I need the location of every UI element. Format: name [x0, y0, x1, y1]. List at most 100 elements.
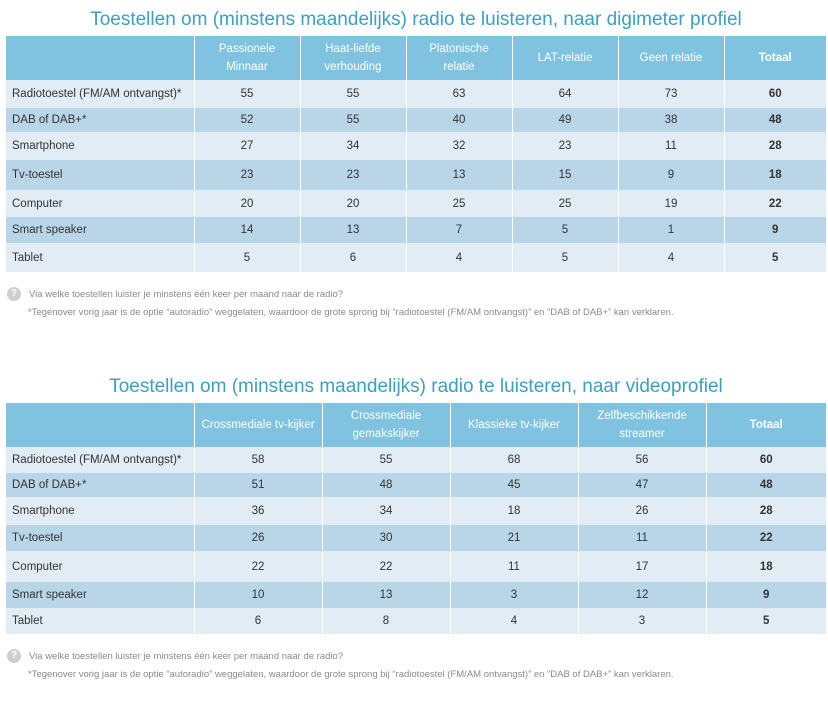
table-cell: 5 — [512, 243, 619, 272]
survey-question: Via welke toestellen luister je minstens… — [29, 650, 344, 662]
survey-question: Via welke toestellen luister je minstens… — [29, 288, 344, 300]
table-cell: 56 — [578, 447, 707, 473]
table-cell: 14 — [194, 217, 301, 243]
table-cell: 34 — [322, 497, 451, 525]
column-header — [6, 36, 195, 80]
table-cell: 9 — [618, 160, 725, 190]
table-cell: 4 — [618, 243, 725, 272]
digimeter-table: Passionele Minnaar Haat-liefde verhoudin… — [6, 36, 826, 272]
column-header: Haat-liefde verhouding — [300, 36, 407, 80]
table-cell: 5 — [512, 217, 619, 243]
row-label: Tv-toestel — [6, 160, 195, 190]
table-cell: 4 — [406, 243, 513, 272]
column-header: Totaal — [706, 403, 826, 447]
question-line: ? Via welke toestellen luister je minste… — [6, 647, 826, 665]
total-cell: 18 — [724, 160, 826, 190]
column-header: Crossmediale gemakskijker — [322, 403, 451, 447]
table-cell: 15 — [512, 160, 619, 190]
table-cell: 10 — [194, 582, 323, 608]
table-cell: 13 — [406, 160, 513, 190]
row-label: Radiotoestel (FM/AM ontvangst)* — [6, 80, 195, 108]
table-cell: 20 — [300, 190, 407, 217]
table-row: Computer 22 22 11 17 18 — [6, 551, 826, 582]
total-cell: 9 — [706, 582, 826, 608]
column-header: Platonische relatie — [406, 36, 513, 80]
column-header: Crossmediale tv-kijker — [194, 403, 323, 447]
row-label: Computer — [6, 190, 195, 217]
digimeter-section: Toestellen om (minstens maandelijks) rad… — [6, 8, 826, 321]
table-cell: 40 — [406, 108, 513, 132]
column-header: LAT-relatie — [512, 36, 619, 80]
table-cell: 6 — [300, 243, 407, 272]
column-header — [6, 403, 195, 447]
table-cell: 11 — [578, 525, 707, 551]
table-row: Radiotoestel (FM/AM ontvangst)* 58 55 68… — [6, 447, 826, 473]
table-cell: 48 — [322, 473, 451, 497]
table-cell: 30 — [322, 525, 451, 551]
table-cell: 58 — [194, 447, 323, 473]
table-cell: 17 — [578, 551, 707, 582]
row-label: Smart speaker — [6, 582, 195, 608]
question-mark-icon: ? — [7, 287, 21, 301]
table-cell: 18 — [450, 497, 579, 525]
table-cell: 55 — [300, 108, 407, 132]
table-cell: 55 — [194, 80, 301, 108]
total-cell: 5 — [706, 608, 826, 634]
table-cell: 38 — [618, 108, 725, 132]
table-cell: 34 — [300, 132, 407, 160]
table-cell: 68 — [450, 447, 579, 473]
table-cell: 11 — [618, 132, 725, 160]
table-cell: 3 — [450, 582, 579, 608]
question-line: ? Via welke toestellen luister je minste… — [6, 285, 826, 303]
table-row: DAB of DAB+* 51 48 45 47 48 — [6, 473, 826, 497]
total-cell: 48 — [724, 108, 826, 132]
column-header: Geen relatie — [618, 36, 725, 80]
table-header-row: Passionele Minnaar Haat-liefde verhoudin… — [6, 36, 826, 80]
table-cell: 23 — [300, 160, 407, 190]
total-cell: 22 — [706, 525, 826, 551]
row-label: Tv-toestel — [6, 525, 195, 551]
table-cell: 1 — [618, 217, 725, 243]
table-cell: 7 — [406, 217, 513, 243]
table-cell: 55 — [322, 447, 451, 473]
row-label: Tablet — [6, 608, 195, 634]
digimeter-table-title: Toestellen om (minstens maandelijks) rad… — [90, 9, 742, 30]
table-cell: 3 — [578, 608, 707, 634]
table-row: Tablet 6 8 4 3 5 — [6, 608, 826, 634]
table-cell: 47 — [578, 473, 707, 497]
table-cell: 25 — [406, 190, 513, 217]
total-cell: 60 — [724, 80, 826, 108]
table-row: DAB of DAB+* 52 55 40 49 38 48 — [6, 108, 826, 132]
table-cell: 13 — [300, 217, 407, 243]
table-cell: 8 — [322, 608, 451, 634]
table-cell: 19 — [618, 190, 725, 217]
videoprofiel-section: Toestellen om (minstens maandelijks) rad… — [6, 375, 826, 683]
total-cell: 48 — [706, 473, 826, 497]
table-row: Tv-toestel 23 23 13 15 9 18 — [6, 160, 826, 190]
row-label: DAB of DAB+* — [6, 473, 195, 497]
footnote: *Tegenover vorig jaar is de optie “autor… — [28, 669, 674, 680]
row-label: Smart speaker — [6, 217, 195, 243]
table-row: Smart speaker 10 13 3 12 9 — [6, 582, 826, 608]
table-cell: 23 — [194, 160, 301, 190]
table-cell: 12 — [578, 582, 707, 608]
videoprofiel-table-title: Toestellen om (minstens maandelijks) rad… — [109, 376, 723, 397]
table-cell: 4 — [450, 608, 579, 634]
table-cell: 49 — [512, 108, 619, 132]
column-header: Zelfbeschikkende streamer — [578, 403, 707, 447]
table-cell: 52 — [194, 108, 301, 132]
table-cell: 64 — [512, 80, 619, 108]
table-cell: 73 — [618, 80, 725, 108]
total-cell: 18 — [706, 551, 826, 582]
table-cell: 26 — [578, 497, 707, 525]
row-label: DAB of DAB+* — [6, 108, 195, 132]
table-row: Computer 20 20 25 25 19 22 — [6, 190, 826, 217]
row-label: Radiotoestel (FM/AM ontvangst)* — [6, 447, 195, 473]
table-row: Smart speaker 14 13 7 5 1 9 — [6, 217, 826, 243]
table-cell: 51 — [194, 473, 323, 497]
row-label: Computer — [6, 551, 195, 582]
table-cell: 63 — [406, 80, 513, 108]
table-cell: 23 — [512, 132, 619, 160]
table-cell: 45 — [450, 473, 579, 497]
table-cell: 20 — [194, 190, 301, 217]
